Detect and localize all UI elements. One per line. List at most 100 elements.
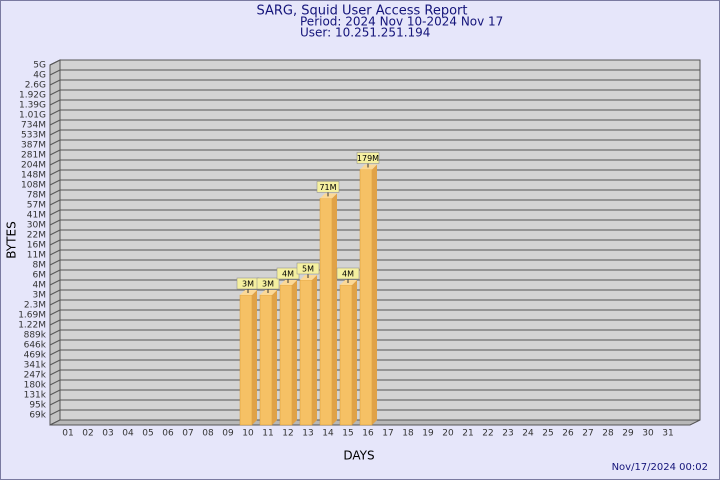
x-tick-label: 08 xyxy=(202,429,214,439)
bar-side xyxy=(332,193,337,425)
y-tick-label: 78M xyxy=(27,191,46,201)
grid-line xyxy=(49,409,61,416)
x-tick-label: 28 xyxy=(602,429,614,439)
grid-line xyxy=(49,319,61,326)
grid-line xyxy=(49,259,61,266)
x-tick-label: 14 xyxy=(322,429,334,439)
value-label-box xyxy=(316,181,340,193)
x-tick-label: 03 xyxy=(102,429,113,439)
y-tick-label: 281M xyxy=(21,151,46,161)
y-tick-label: 734M xyxy=(21,121,46,131)
x-tick-label: 20 xyxy=(442,429,454,439)
grid-line xyxy=(49,269,61,276)
value-label-box xyxy=(336,267,360,280)
grid-line xyxy=(49,369,61,376)
grid-line xyxy=(49,289,61,296)
x-tick-label: 25 xyxy=(542,429,553,439)
grid-line xyxy=(49,69,61,76)
y-tick-label: 469k xyxy=(24,351,47,361)
grid-line xyxy=(49,399,61,406)
bar xyxy=(359,169,373,426)
bar-side xyxy=(272,290,277,425)
grid-line xyxy=(49,309,61,316)
y-tick-label: 95k xyxy=(29,401,46,411)
y-tick-label: 8M xyxy=(33,261,47,271)
x-tick-label: 19 xyxy=(422,429,434,439)
grid-line xyxy=(49,79,61,86)
grid-line xyxy=(49,139,61,146)
grid-line xyxy=(49,89,61,96)
floor xyxy=(49,419,701,426)
y-tick-label: 16M xyxy=(27,241,46,251)
y-tick-label: 30M xyxy=(27,221,46,231)
grid-line xyxy=(49,109,61,116)
bar xyxy=(339,284,353,426)
x-tick-label: 07 xyxy=(182,429,193,439)
grid-line xyxy=(49,359,61,366)
x-axis-label: DAYS xyxy=(343,449,374,463)
grid-line xyxy=(49,149,61,156)
y-tick-label: 387M xyxy=(21,141,46,151)
x-tick-label: 16 xyxy=(362,429,374,439)
x-tick-label: 10 xyxy=(242,429,254,439)
x-tick-label: 02 xyxy=(82,429,93,439)
x-tick-label: 31 xyxy=(662,429,673,439)
y-tick-label: 5G xyxy=(33,61,46,71)
y-tick-label: 57M xyxy=(27,201,46,211)
grid-line xyxy=(49,329,61,336)
bar xyxy=(319,198,333,426)
x-tick-label: 30 xyxy=(642,429,654,439)
grid-line xyxy=(49,179,61,186)
y-tick-label: 2.6G xyxy=(25,81,46,91)
grid-line xyxy=(49,249,61,256)
x-tick-label: 13 xyxy=(302,429,313,439)
grid-line xyxy=(49,129,61,136)
x-tick-label: 09 xyxy=(222,429,234,439)
subtitle: Period: 2024 Nov 10-2024 Nov 17 xyxy=(300,15,503,29)
x-tick-label: 12 xyxy=(282,429,293,439)
bar xyxy=(239,294,253,426)
y-tick-label: 2.3M xyxy=(24,301,46,311)
x-tick-label: 23 xyxy=(502,429,513,439)
y-tick-label: 1.22M xyxy=(18,321,46,331)
y-tick-label: 889k xyxy=(24,331,47,341)
y-tick-label: 4G xyxy=(33,71,46,81)
y-tick-label: 22M xyxy=(27,231,46,241)
grid-line xyxy=(49,189,61,196)
grid-line xyxy=(49,169,61,176)
value-label: 4M xyxy=(342,270,354,279)
value-label: 4M xyxy=(282,270,294,279)
y-tick-label: 6M xyxy=(33,271,47,281)
bar xyxy=(259,294,273,426)
grid-line xyxy=(49,159,61,166)
x-tick-label: 22 xyxy=(482,429,493,439)
grid-line xyxy=(49,239,61,246)
grid-line xyxy=(49,349,61,356)
grid-line xyxy=(49,209,61,216)
x-tick-label: 11 xyxy=(262,429,273,439)
y-tick-label: 69k xyxy=(29,411,46,421)
grid-line xyxy=(49,99,61,106)
y-axis-label: BYTES xyxy=(5,221,19,258)
y-tick-label: 41M xyxy=(27,211,46,221)
bar xyxy=(279,284,293,426)
y-tick-label: 1.39G xyxy=(19,101,46,111)
value-label: 179M xyxy=(357,154,379,163)
y-tick-label: 341k xyxy=(24,361,47,371)
footer: Nov/17/2024 00:02 xyxy=(612,462,708,473)
grid-line xyxy=(49,199,61,206)
value-label: 71M xyxy=(319,183,336,192)
y-tick-label: 247k xyxy=(24,371,47,381)
grid-line xyxy=(49,119,61,126)
y-tick-label: 1.01G xyxy=(19,111,46,121)
value-label: 3M xyxy=(242,280,254,289)
x-tick-label: 05 xyxy=(142,429,153,439)
x-tick-label: 17 xyxy=(382,429,393,439)
x-tick-label: 29 xyxy=(622,429,634,439)
x-tick-label: 01 xyxy=(62,429,73,439)
grid-line xyxy=(49,339,61,346)
y-tick-label: 1.92G xyxy=(19,91,46,101)
bar xyxy=(299,279,313,426)
y-tick-label: 11M xyxy=(27,251,46,261)
x-tick-label: 26 xyxy=(562,429,574,439)
